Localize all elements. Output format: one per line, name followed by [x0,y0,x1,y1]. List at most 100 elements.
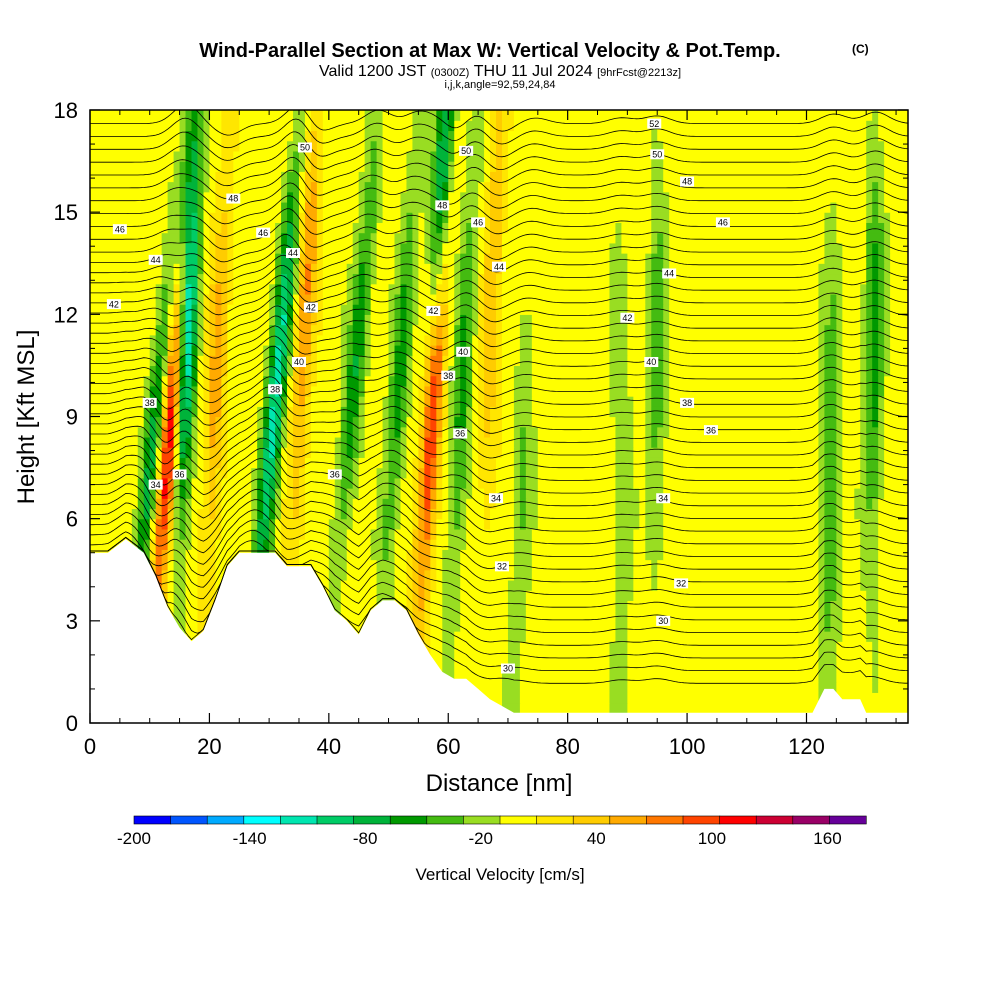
velocity-cell [878,467,885,479]
velocity-cell [842,416,861,428]
velocity-cell [388,324,396,336]
velocity-cell [137,467,145,479]
velocity-cell [507,590,527,601]
velocity-cell [233,283,270,295]
velocity-cell [364,447,384,458]
velocity-cell [209,171,216,183]
velocity-cell [633,569,652,581]
velocity-cell [143,457,151,469]
velocity-cell [884,396,908,407]
velocity-cell [293,498,300,510]
velocity-cell [860,518,879,530]
theta-contour-line [90,233,908,263]
velocity-cell [185,467,193,479]
velocity-cell [442,661,455,673]
velocity-cell [878,416,885,428]
velocity-cell [460,375,467,387]
velocity-cell [298,549,330,561]
velocity-cell [173,426,181,438]
velocity-cell [501,304,611,315]
velocity-cell [322,232,354,244]
theta-contour-line [90,195,908,225]
velocity-cell [149,344,157,356]
velocity-cell [490,416,503,428]
velocity-cell [890,344,908,356]
velocity-cell [304,477,336,489]
velocity-cell [275,273,282,285]
velocity-cell [424,467,431,479]
velocity-cell [197,569,216,581]
velocity-cell [484,232,491,244]
velocity-cell [525,488,539,499]
velocity-cell [860,436,867,448]
velocity-cell [173,549,187,561]
velocity-cell [872,273,879,285]
velocity-cell [478,304,485,315]
velocity-cell [412,140,437,152]
velocity-cell [818,559,826,571]
velocity-cell [651,385,664,397]
velocity-cell [842,549,861,561]
velocity-cell [651,140,664,152]
velocity-cell [203,120,211,132]
velocity-cell [878,661,908,673]
velocity-cell [167,314,175,326]
velocity-cell [185,498,193,510]
velocity-cell [651,232,658,244]
velocity-cell [418,253,425,264]
velocity-cell [454,416,467,428]
velocity-cell [442,130,449,142]
velocity-cell [519,488,527,499]
velocity-cell [167,569,175,581]
velocity-cell [860,283,867,295]
velocity-cell [376,242,396,254]
velocity-cell [185,447,193,458]
velocity-cell [149,406,163,418]
velocity-cell [478,365,485,377]
velocity-cell [507,171,652,183]
colorbar-swatch [353,815,391,825]
velocity-cell [519,508,527,520]
velocity-cell [501,375,515,387]
velocity-cell [161,406,169,418]
contour-label: 38 [680,397,695,408]
velocity-cell [203,273,211,285]
velocity-cell [663,375,670,387]
velocity-cell [322,222,354,234]
velocity-cell [197,436,205,448]
velocity-cell [418,600,425,612]
velocity-cell [287,314,294,326]
velocity-cell [448,120,455,132]
velocity-cell [281,283,288,295]
y-tick-label: 15 [54,200,78,225]
velocity-cell [478,406,485,418]
velocity-cell [293,436,306,448]
velocity-cell [197,426,205,438]
velocity-cell [884,232,891,244]
contour-label: 42 [426,305,441,316]
velocity-cell [197,508,211,520]
velocity-cell [185,355,193,367]
velocity-cell [878,201,885,213]
velocity-cell [507,191,652,203]
velocity-cell [633,406,646,418]
velocity-cell [651,579,658,591]
velocity-cell [90,498,139,510]
velocity-cell [633,436,646,448]
velocity-cell [448,375,455,387]
theta-contour-line [90,117,908,149]
velocity-cell [179,396,187,407]
velocity-cell [519,426,527,438]
velocity-cell [263,447,270,458]
velocity-cell [478,334,485,346]
velocity-cell [191,498,205,510]
velocity-cell [251,477,258,489]
velocity-cell [173,436,181,448]
velocity-cell [513,528,533,540]
velocity-cell [394,385,402,397]
velocity-cell [394,293,402,305]
velocity-cell [340,579,378,591]
velocity-cell [287,396,294,407]
velocity-cell [609,396,634,407]
velocity-cell [221,406,228,418]
